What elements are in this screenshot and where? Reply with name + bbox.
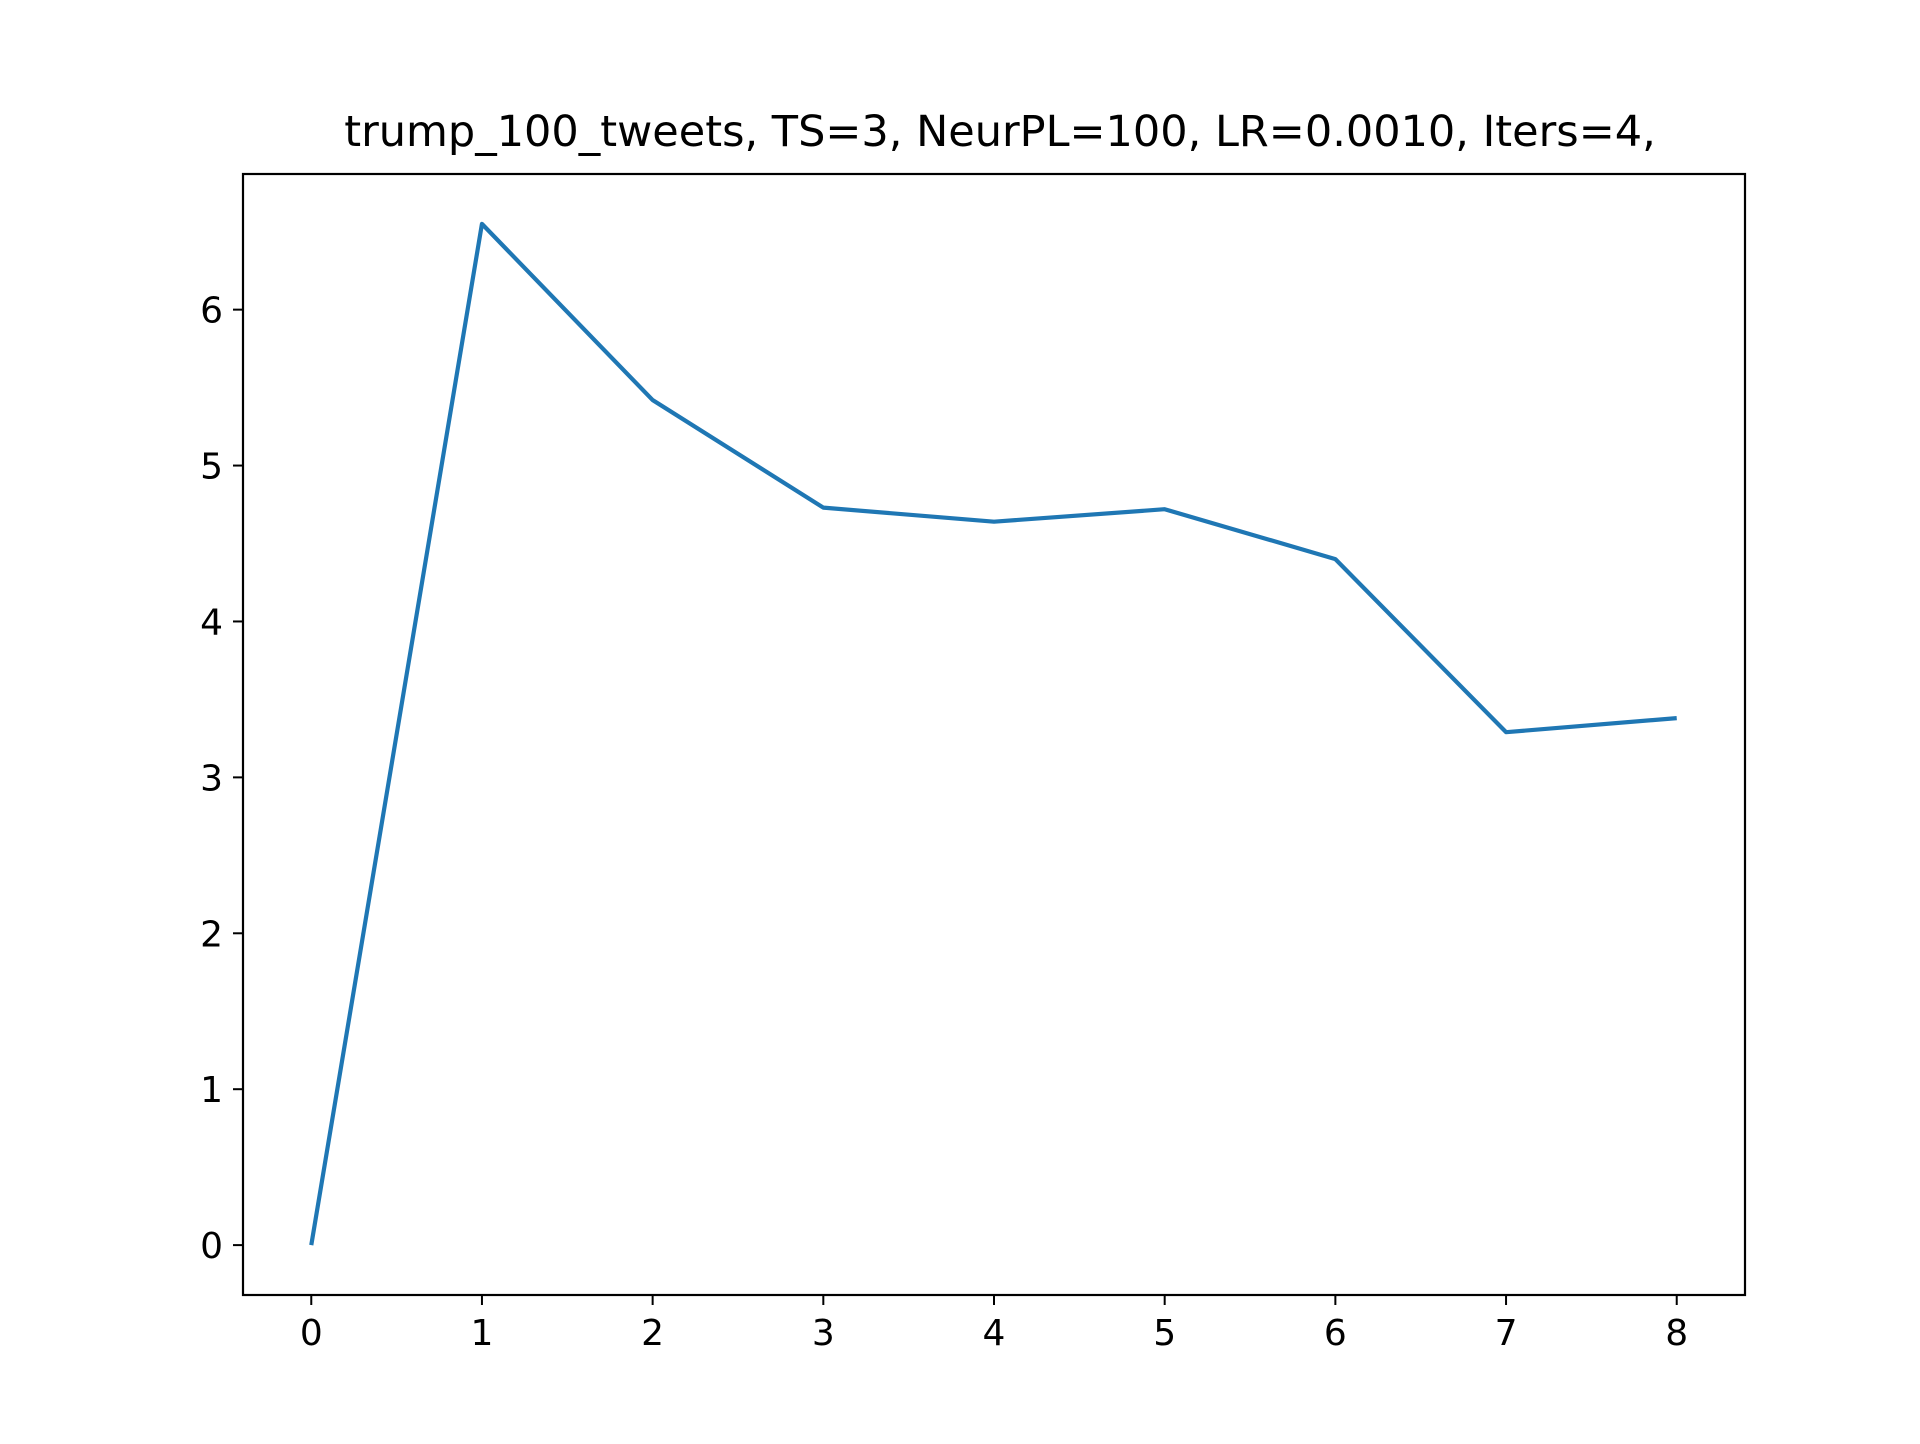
series-line [311,224,1676,1245]
series-layer [311,224,1676,1245]
y-tick-label: 6 [200,291,223,332]
x-tick-label: 5 [1153,1313,1176,1354]
y-tick-label: 0 [200,1226,223,1267]
y-tick-label: 1 [200,1070,223,1111]
chart-title: trump_100_tweets, TS=3, NeurPL=100, LR=0… [344,107,1656,157]
y-tick-label: 2 [200,914,223,955]
x-tick-label: 3 [812,1313,835,1354]
ticks: 0 1 2 3 4 5 6 7 8 0 1 2 3 4 5 6 [200,291,1688,1354]
x-tick-label: 7 [1495,1313,1518,1354]
x-tick-label: 6 [1324,1313,1347,1354]
y-tick-label: 3 [200,758,223,799]
plot-frame [243,174,1745,1295]
x-tick-label: 0 [300,1313,323,1354]
x-tick-label: 1 [471,1313,494,1354]
x-tick-label: 8 [1665,1313,1688,1354]
x-tick-label: 4 [983,1313,1006,1354]
x-tick-label: 2 [641,1313,664,1354]
y-tick-label: 5 [200,447,223,488]
y-tick-label: 4 [200,602,223,643]
